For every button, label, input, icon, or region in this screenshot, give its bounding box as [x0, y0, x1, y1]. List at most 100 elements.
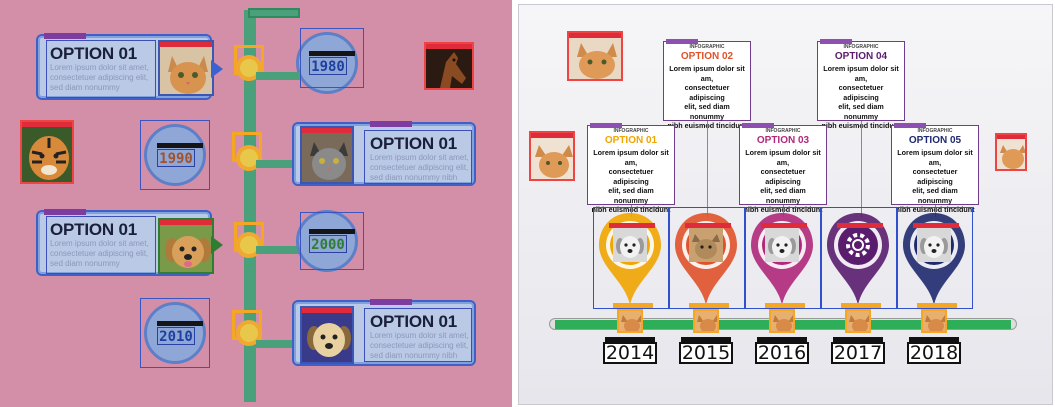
info-option: OPTION 01	[604, 135, 658, 146]
card-text-box	[46, 40, 156, 98]
card-body-line: consectetuer adipiscing elit,	[50, 249, 149, 258]
year-tick-4	[845, 309, 871, 333]
photo-label-tag	[22, 122, 72, 127]
connector-line	[631, 205, 632, 217]
year-bubble-1: 1980	[296, 32, 358, 94]
info-head: INFOGRAPHIC	[917, 128, 953, 134]
node-connector	[256, 246, 300, 254]
card-body-line: consectetuer adipiscing elit,	[370, 341, 469, 350]
cat-photo	[158, 40, 214, 96]
card-body-line: Lorem ipsum dolor sit amet,	[370, 331, 469, 340]
card-title: OPTION 01	[50, 44, 138, 63]
year-label: 2016	[755, 342, 809, 364]
cat-icon	[531, 133, 573, 179]
cat-photo	[529, 131, 575, 181]
pin-label-tag	[913, 223, 959, 228]
info-line: Lorem ipsum dolor sit am,	[823, 64, 899, 83]
info-line: consectetuer adipiscing	[838, 83, 884, 102]
pin-bounding	[669, 207, 745, 309]
pin-bounding	[593, 207, 669, 309]
card-title: OPTION 01	[50, 220, 138, 239]
card-body: Lorem ipsum dolor sit amet, consectetuer…	[370, 331, 470, 361]
card-title: OPTION 01	[370, 134, 458, 153]
timeline-spine-cap	[248, 8, 300, 18]
card-text-box	[46, 216, 156, 274]
pin-label-tag	[837, 223, 883, 228]
cat-icon	[923, 311, 945, 331]
info-tag	[666, 39, 698, 44]
info-tag	[742, 123, 774, 128]
info-option: OPTION 03	[756, 135, 810, 146]
year-tick-1	[617, 309, 643, 333]
cat-icon	[619, 311, 641, 331]
info-line: elit, sed diam nonummy	[608, 186, 654, 205]
card-body-line: sed diam nonummy nibh	[370, 173, 458, 182]
horizontal-timeline-panel: INFOGRAPHIC OPTION 02 Lorem ipsum dolor …	[518, 4, 1053, 405]
horse-photo	[424, 42, 474, 90]
info-option: OPTION 04	[834, 51, 888, 62]
infographic-card-3: INFOGRAPHIC OPTION 03 Lorem ipsum dolor …	[739, 123, 827, 214]
year-bubble-2: 1990	[144, 124, 206, 186]
infographic-card-2: INFOGRAPHIC OPTION 02 Lorem ipsum dolor …	[663, 39, 751, 130]
node-connector	[256, 160, 296, 168]
card-body-line: Lorem ipsum dolor sit amet,	[370, 153, 469, 162]
year-bounding	[140, 298, 210, 368]
card-body-line: Lorem ipsum dolor sit amet,	[50, 63, 149, 72]
pin-bounding	[897, 207, 973, 309]
photo-label-tag	[160, 220, 212, 225]
pin-bounding	[745, 207, 821, 309]
info-line: elit, sed diam nonummy	[912, 186, 958, 205]
info-line: Lorem ipsum dolor sit am,	[745, 148, 821, 167]
info-line: elit, sed diam nonummy	[760, 186, 806, 205]
dog-icon	[917, 228, 951, 262]
card-body: Lorem ipsum dolor sit amet, consectetuer…	[370, 153, 470, 183]
info-line: elit, sed diam nonummy	[838, 102, 884, 121]
pin-marker-1	[595, 211, 665, 307]
info-option: OPTION 02	[680, 51, 734, 62]
cat-photo	[300, 126, 354, 184]
year-label: 2015	[679, 342, 733, 364]
year-tag	[757, 337, 807, 342]
info-line: Lorem ipsum dolor sit am,	[897, 148, 973, 167]
year-label: 2017	[831, 342, 885, 364]
info-line: elit, sed diam nonummy	[684, 102, 730, 121]
year-bubble-3: 2000	[296, 210, 358, 272]
dog-photo	[300, 306, 354, 364]
info-option: OPTION 05	[908, 135, 962, 146]
infographic-card-5: INFOGRAPHIC OPTION 05 Lorem ipsum dolor …	[891, 123, 979, 214]
card-tag	[370, 299, 412, 305]
year-tick-2	[693, 309, 719, 333]
year-label: 2018	[907, 342, 961, 364]
card-body-line: consectetuer adipiscing elit,	[50, 73, 149, 82]
option-card-2: OPTION 01 Lorem ipsum dolor sit amet, co…	[292, 121, 476, 186]
info-head: INFOGRAPHIC	[843, 44, 879, 50]
year-tag	[605, 337, 655, 342]
year-tick-5	[921, 309, 947, 333]
pin-bounding	[821, 207, 897, 309]
dog-icon	[765, 228, 799, 262]
photo-label-tag	[160, 42, 212, 47]
cat-icon	[997, 135, 1025, 169]
pin-label-tag	[685, 223, 731, 228]
year-bubble-4: 2010	[144, 302, 206, 364]
year-label: 1990	[157, 149, 195, 167]
card-text-box	[364, 308, 472, 362]
info-tag	[894, 123, 926, 128]
cat-icon	[160, 42, 212, 94]
year-tag	[157, 143, 203, 148]
year-bounding	[300, 28, 364, 88]
map-pin-icon	[827, 213, 889, 305]
option-card-4: OPTION 01 Lorem ipsum dolor sit amet, co…	[292, 299, 476, 366]
vertical-timeline-panel: OPTION 01 Lorem ipsum dolor sit amet, co…	[0, 0, 512, 407]
info-line: Lorem ipsum dolor sit am,	[593, 148, 669, 167]
info-line: Lorem ipsum dolor sit am,	[669, 64, 745, 83]
card-body-line: Lorem ipsum dolor sit amet,	[50, 239, 149, 248]
cat-photo	[567, 31, 623, 81]
card-text-box	[364, 130, 472, 184]
info-tag	[820, 39, 852, 44]
year-tag	[157, 321, 203, 326]
card-body-line: sed diam nonummy	[50, 83, 120, 92]
card-body: Lorem ipsum dolor sit amet, consectetuer…	[50, 239, 160, 269]
cat-icon	[771, 311, 793, 331]
